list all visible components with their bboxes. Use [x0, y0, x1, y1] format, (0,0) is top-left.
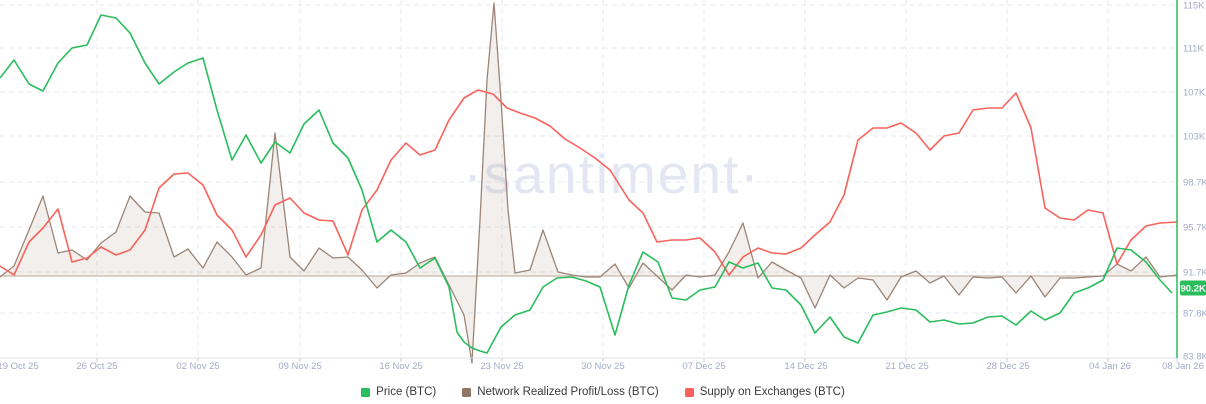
x-axis-label: 09 Nov 25	[278, 361, 321, 372]
x-axis-label: 16 Nov 25	[379, 361, 422, 372]
y-axis-label: 98.7K	[1183, 178, 1206, 189]
x-axis-label: 02 Nov 25	[176, 361, 219, 372]
y-axis-label: 91.7K	[1183, 268, 1206, 279]
realized-profit-loss-area	[0, 3, 1177, 363]
supply-on-exchanges-line	[0, 89, 1178, 276]
x-axis-label: 07 Dec 25	[682, 361, 725, 372]
legend-item-1[interactable]: Network Realized Profit/Loss (BTC)	[462, 386, 659, 398]
realized-profit-loss-line	[0, 2, 1178, 364]
legend-label: Network Realized Profit/Loss (BTC)	[477, 386, 659, 398]
price-line	[0, 14, 1173, 354]
chart-legend: Price (BTC) Network Realized Profit/Loss …	[0, 383, 1206, 401]
y-axis-label: 83.8K	[1183, 352, 1206, 363]
y-axis-label: 87.8K	[1183, 309, 1206, 320]
chart-canvas[interactable]: ·santiment· 115K 111K 107K 103K 98.7K 95.7K 91.…	[0, 0, 1206, 380]
x-axis-label: 08 Jan 26	[1162, 361, 1204, 372]
x-axis-label: 21 Dec 25	[885, 361, 928, 372]
legend-swatch-icon	[361, 387, 371, 397]
legend-swatch-icon	[684, 387, 694, 397]
y-axis-label: 115K	[1183, 1, 1205, 12]
price-badge-value: 90.2K	[1181, 284, 1206, 295]
chart-area[interactable]: ·santiment· 115K 111K 107K 103K 98.7K 95.7K 91.…	[0, 0, 1206, 380]
legend-label: Supply on Exchanges (BTC)	[699, 386, 845, 398]
legend-item-2[interactable]: Supply on Exchanges (BTC)	[684, 386, 845, 398]
x-axis-label: 23 Nov 25	[480, 361, 523, 372]
y-axis-label: 107K	[1183, 88, 1206, 99]
legend-item-0[interactable]: Price (BTC)	[361, 386, 436, 398]
y-axis-label: 95.7K	[1183, 223, 1206, 234]
x-axis-label: 30 Nov 25	[581, 361, 624, 372]
y-axis-label: 103K	[1183, 132, 1206, 143]
legend-label: Price (BTC)	[376, 386, 437, 398]
x-axis-label: 28 Dec 25	[986, 361, 1029, 372]
x-axis-label: 14 Dec 25	[784, 361, 827, 372]
watermark: ·santiment·	[463, 143, 760, 205]
price-badge	[1180, 280, 1206, 296]
x-axis-label: 19 Oct 25	[0, 361, 39, 372]
x-axis-label: 04 Jan 26	[1089, 361, 1131, 372]
legend-swatch-icon	[462, 387, 472, 397]
y-axis-label: 111K	[1183, 44, 1204, 55]
x-axis-label: 26 Oct 25	[76, 361, 117, 372]
